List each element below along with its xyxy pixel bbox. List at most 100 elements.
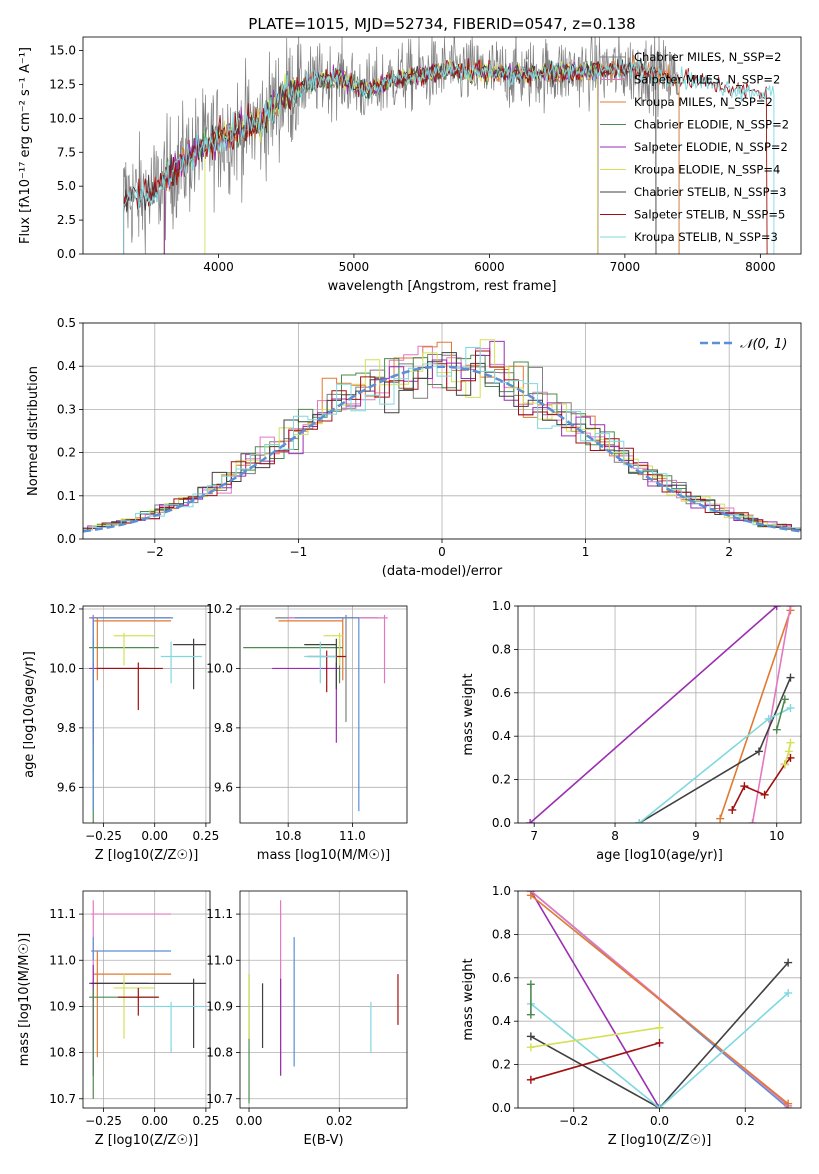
series-line: [775, 699, 786, 730]
y-tick-label: 0.4: [492, 1014, 511, 1028]
series-salpeter_stelib: [526, 1038, 664, 1084]
y-tick-label: 10.0: [206, 661, 233, 675]
mass-vs-extinction-panel: 0.00 0.02 10.7 10.8 10.9 11.0 11.1 E(B-V): [206, 890, 408, 1148]
y-tick-label: 0.2: [57, 446, 76, 460]
x-axis-label: age [log10(age/yr)]: [596, 848, 723, 863]
y-tick-label: 11.1: [49, 907, 76, 921]
errorbar-kroupa_stelib: [160, 641, 202, 684]
x-tick-label: 10.8: [275, 829, 302, 843]
legend-label: Chabrier MILES, N_SSP=2: [634, 50, 781, 64]
series-line: [530, 1026, 660, 1048]
x-tick-label: 0.02: [326, 1114, 353, 1128]
x-tick-label: 8000: [745, 260, 776, 274]
y-tick-label: 0.5: [57, 316, 76, 330]
x-tick-label: 0.00: [141, 1114, 168, 1128]
ticks: 7 8 9 10 0.0 0.2 0.4 0.6 0.8 1.0: [492, 599, 784, 843]
metallicity-mass-weight-panel: −0.2 0.0 0.2 0.0 0.2 0.4 0.6 0.8 1.0 Z [log10(Z/Z…: [461, 884, 802, 1148]
legend-label: Salpeter ELODIE, N_SSP=2: [634, 140, 788, 154]
y-tick-label: 10.2: [206, 602, 233, 616]
y-tick-label: 10.7: [206, 1092, 233, 1106]
series-kroupa_stelib: [635, 703, 795, 823]
y-tick-label: 0.0: [57, 532, 76, 546]
series-line: [530, 992, 789, 1108]
y-tick-label: 10.9: [206, 999, 233, 1013]
x-tick-label: 0: [438, 545, 446, 559]
axes-frame: [239, 890, 408, 1109]
y-tick-label: 0.0: [492, 1101, 511, 1115]
x-axis-label: E(B-V): [303, 1133, 343, 1148]
axes-frame: [82, 36, 802, 255]
y-tick-label: 9.8: [214, 721, 233, 735]
errorbar-salpeter_stelib: [117, 987, 159, 1016]
x-tick-label: −0.25: [85, 829, 122, 843]
ticks: −0.25 0.00 0.25 10.7 10.8 10.9 11.0 11.1: [49, 907, 219, 1128]
x-axis-label: mass [log10(M/M☉)]: [257, 848, 390, 863]
y-tick-label: 7.5: [57, 145, 76, 159]
y-axis-label: mass [log10(M/M☉)]: [17, 933, 32, 1066]
age-vs-metallicity-panel: −0.25 0.00 0.25 9.6 9.8 10.0 10.2 Z [log10(Z/Z☉…: [22, 602, 219, 863]
x-tick-label: 0.00: [141, 829, 168, 843]
x-tick-label: 4000: [203, 260, 234, 274]
x-tick-label: 10: [769, 829, 784, 843]
y-tick-label: 0.1: [57, 489, 76, 503]
x-tick-label: 5000: [339, 260, 370, 274]
x-axis-label: (data-model)/error: [382, 564, 503, 579]
y-tick-label: 9.8: [57, 721, 76, 735]
ticks: 4000 5000 6000 7000 8000 0.0 2.5 5.0 7.5 10.0 12.5…: [49, 44, 775, 274]
y-tick-label: 0.2: [492, 773, 511, 787]
y-tick-label: 10.7: [49, 1092, 76, 1106]
y-axis-label: mass weight: [461, 958, 476, 1040]
y-tick-label: 0.6: [492, 971, 511, 985]
errorbar-normal: [294, 617, 360, 812]
ticks: −0.2 0.0 0.2 0.0 0.2 0.4 0.6 0.8 1.0: [492, 884, 755, 1128]
ticks: 10.8 11.0 9.6 9.8 10.0 10.2: [206, 602, 365, 843]
chart-title: PLATE=1015, MJD=52734, FIBERID=0547, z=0…: [248, 15, 635, 33]
x-tick-label: 0.25: [193, 1114, 220, 1128]
series-salpeter_miles: [748, 606, 795, 823]
series-line: [530, 891, 789, 1107]
y-tick-label: 0.8: [492, 927, 511, 941]
x-tick-label: −1: [290, 545, 308, 559]
y-tick-label: 2.5: [57, 213, 76, 227]
x-tick-label: −0.25: [85, 1114, 122, 1128]
age-mass-weight-panel: 7 8 9 10 0.0 0.2 0.4 0.6 0.8 1.0 age [log10(age/yr…: [461, 599, 802, 863]
x-axis-label: Z [log10(Z/Z☉)]: [608, 1133, 712, 1148]
series-kroupa_elodie: [526, 1023, 664, 1052]
errorbar-normal: [91, 937, 172, 961]
x-tick-label: −2: [146, 545, 164, 559]
mass-weight-lines: [526, 606, 795, 823]
axes-frame: [517, 605, 802, 824]
x-axis-label: Z [log10(Z/Z☉)]: [95, 848, 199, 863]
x-tick-label: 2: [725, 545, 733, 559]
legend-label: Salpeter STELIB, N_SSP=5: [634, 208, 785, 222]
y-tick-label: 10.9: [49, 999, 76, 1013]
error-bars: [89, 614, 206, 823]
errorbar-kroupa_miles: [93, 617, 172, 681]
y-tick-label: 0.6: [492, 686, 511, 700]
errorbar-kroupa_elodie: [323, 632, 343, 666]
axes-frame: [82, 605, 211, 824]
errorbar-chabrier_stelib: [173, 638, 206, 690]
histogram-kroupa_stelib: [83, 347, 801, 531]
y-tick-label: 12.5: [49, 77, 76, 91]
legend-label: Kroupa STELIB, N_SSP=3: [634, 230, 778, 244]
x-tick-label: 9: [692, 829, 700, 843]
x-tick-label: 7000: [610, 260, 641, 274]
y-tick-label: 0.4: [492, 729, 511, 743]
x-tick-label: 0.0: [650, 1114, 669, 1128]
errorbar-chabrier_stelib: [91, 978, 206, 1048]
y-tick-label: 0.3: [57, 402, 76, 416]
series-line: [529, 606, 778, 823]
errorbar-kroupa_stelib: [140, 1001, 206, 1053]
legend-label: Chabrier ELODIE, N_SSP=2: [634, 118, 789, 132]
y-tick-label: 0.2: [492, 1058, 511, 1072]
histograms: [83, 339, 801, 533]
y-tick-label: 11.1: [206, 907, 233, 921]
error-bars: [248, 900, 399, 1104]
y-tick-label: 11.0: [49, 953, 76, 967]
y-tick-label: 11.0: [206, 953, 233, 967]
y-tick-label: 10.8: [206, 1046, 233, 1060]
errorbar-normal: [91, 617, 174, 812]
y-tick-label: 10.0: [49, 111, 76, 125]
